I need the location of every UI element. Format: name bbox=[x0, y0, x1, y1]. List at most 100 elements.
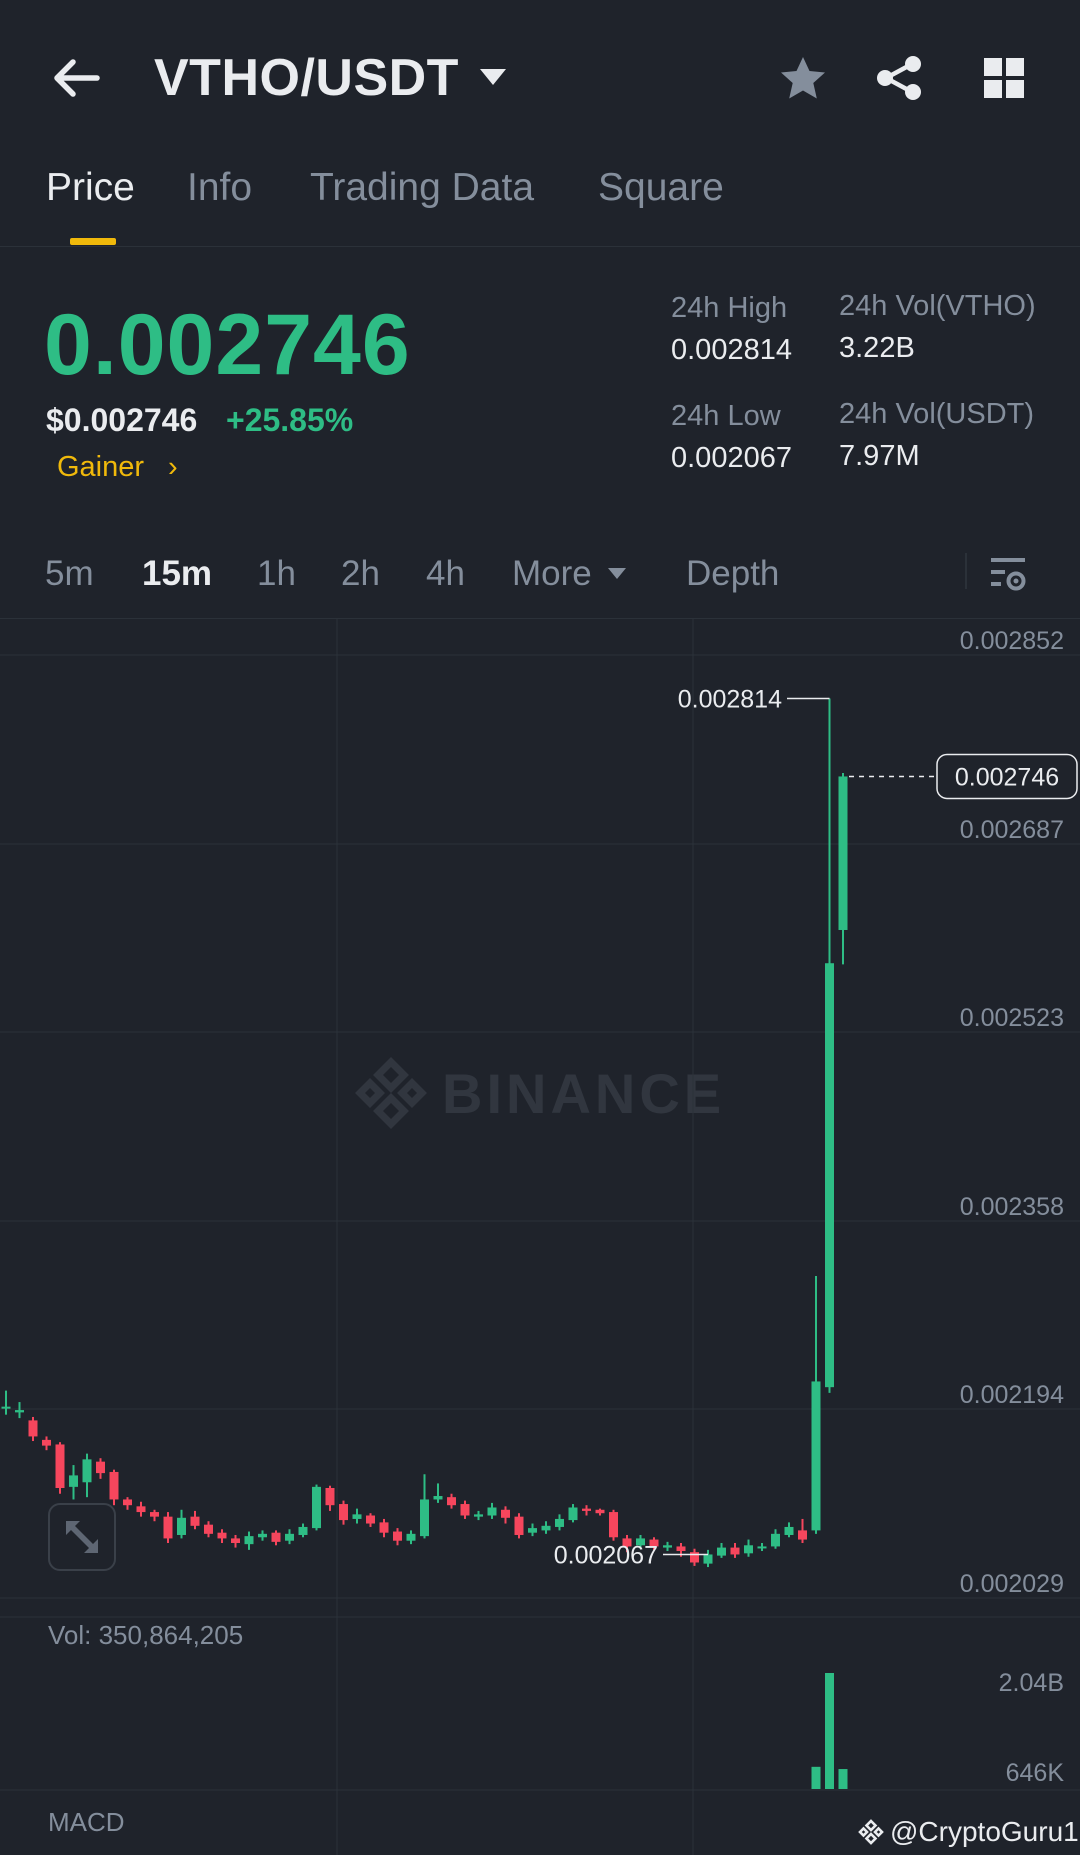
binance-logo-icon bbox=[355, 1057, 427, 1129]
candle-body bbox=[622, 1538, 632, 1547]
fullscreen-button[interactable] bbox=[48, 1503, 116, 1571]
candle-body bbox=[744, 1545, 753, 1554]
share-icon[interactable] bbox=[874, 54, 924, 102]
chart-settings-icon[interactable] bbox=[988, 554, 1028, 594]
chevron-right-icon[interactable]: › bbox=[168, 451, 178, 483]
tab-price[interactable]: Price bbox=[46, 166, 135, 209]
candle-body bbox=[703, 1554, 713, 1564]
candle-body bbox=[298, 1526, 308, 1535]
candle-body bbox=[433, 1496, 443, 1500]
candle-body bbox=[609, 1512, 618, 1538]
candle-body bbox=[636, 1538, 645, 1546]
candle-body bbox=[28, 1420, 38, 1437]
interval-1h[interactable]: 1h bbox=[257, 554, 296, 593]
quote-volume-value: 7.97M bbox=[839, 440, 920, 472]
interval-2h[interactable]: 2h bbox=[341, 554, 380, 593]
candle-body bbox=[420, 1499, 429, 1537]
candle-body bbox=[474, 1514, 483, 1517]
candle-body bbox=[204, 1524, 213, 1534]
candle-body bbox=[96, 1461, 105, 1474]
candle-body bbox=[379, 1522, 389, 1533]
candle-body bbox=[69, 1475, 78, 1487]
back-arrow-icon[interactable] bbox=[48, 56, 104, 100]
more-caret-down-icon[interactable] bbox=[606, 566, 628, 582]
candle-body bbox=[55, 1444, 65, 1489]
candle-body bbox=[541, 1525, 551, 1531]
candle-body bbox=[136, 1506, 146, 1513]
candle-body bbox=[528, 1528, 537, 1533]
chart-top-divider bbox=[0, 618, 1080, 619]
candle-body bbox=[271, 1532, 281, 1542]
candle-body bbox=[595, 1509, 605, 1514]
low-label: 24h Low bbox=[671, 400, 781, 432]
candle-body bbox=[460, 1504, 470, 1516]
volume-bar bbox=[838, 1769, 848, 1789]
current-price-label: 0.002746 bbox=[955, 763, 1059, 791]
candle-body bbox=[730, 1547, 740, 1555]
candle-body bbox=[811, 1381, 821, 1531]
candle-body bbox=[514, 1516, 524, 1535]
expand-icon bbox=[66, 1521, 98, 1553]
candle-body bbox=[15, 1410, 24, 1413]
candle-body bbox=[109, 1471, 119, 1500]
volume-bar bbox=[811, 1766, 821, 1789]
base-volume-value: 3.22B bbox=[839, 332, 915, 364]
interval-4h[interactable]: 4h bbox=[426, 554, 465, 593]
candle-body bbox=[339, 1504, 348, 1521]
high-label: 24h High bbox=[671, 292, 788, 324]
grid-icon[interactable] bbox=[982, 56, 1026, 100]
top-bar: VTHO/USDT bbox=[0, 0, 1080, 150]
candle-body bbox=[258, 1533, 267, 1538]
candle-body bbox=[150, 1512, 159, 1517]
price-tick-label: 0.002029 bbox=[960, 1570, 1064, 1598]
candle-body bbox=[663, 1545, 672, 1548]
interval-5m[interactable]: 5m bbox=[45, 554, 94, 593]
usd-price: $0.002746 bbox=[46, 402, 198, 438]
candle-body bbox=[757, 1546, 767, 1549]
candle-body bbox=[123, 1499, 132, 1506]
interval-more[interactable]: More bbox=[512, 554, 592, 593]
candlestick-chart[interactable]: 0.002852 0.002687 0.002523 0.002358 0.002194… bbox=[0, 619, 1080, 1855]
candle-body bbox=[190, 1516, 200, 1526]
current-price-box bbox=[936, 753, 1078, 800]
interval-15m[interactable]: 15m bbox=[142, 554, 213, 593]
candle-body bbox=[177, 1517, 186, 1535]
gainer-badge[interactable]: Gainer bbox=[57, 451, 145, 483]
candle-body bbox=[838, 776, 848, 930]
candle-body bbox=[825, 963, 834, 1388]
last-price: 0.002746 bbox=[44, 297, 411, 393]
price-tick-label: 0.002194 bbox=[960, 1381, 1064, 1409]
candle-body bbox=[312, 1486, 321, 1529]
candle-body bbox=[406, 1533, 416, 1541]
candle-body bbox=[717, 1547, 726, 1556]
price-change-percent: +25.85% bbox=[226, 402, 354, 438]
price-axis: 0.002852 0.002687 0.002523 0.002358 0.002194… bbox=[960, 627, 1065, 1787]
high-value: 0.002814 bbox=[671, 334, 792, 366]
price-tick-label: 0.002687 bbox=[960, 816, 1064, 844]
tab-trading-data[interactable]: Trading Data bbox=[310, 166, 535, 209]
volume-tick-label: 2.04B bbox=[999, 1669, 1064, 1697]
star-icon[interactable] bbox=[778, 54, 828, 102]
caret-down-icon[interactable] bbox=[478, 66, 508, 88]
volume-indicator-label: Vol: 350,864,205 bbox=[48, 1620, 244, 1650]
low-marker-label: 0.002067 bbox=[554, 1541, 658, 1569]
candle-body bbox=[568, 1507, 578, 1521]
tab-info[interactable]: Info bbox=[187, 166, 253, 209]
candle-body bbox=[582, 1508, 591, 1511]
credit-text: @CryptoGuru12 bbox=[890, 1816, 1080, 1847]
author-credit: @CryptoGuru12 bbox=[858, 1816, 1080, 1848]
pair-title[interactable]: VTHO/USDT bbox=[154, 49, 459, 107]
candle-body bbox=[82, 1459, 92, 1483]
watermark-text: BINANCE bbox=[442, 1061, 726, 1125]
candle-body bbox=[352, 1514, 362, 1519]
depth-tab[interactable]: Depth bbox=[686, 554, 780, 593]
binance-small-logo-icon bbox=[858, 1819, 884, 1845]
candle-body bbox=[676, 1546, 686, 1552]
price-tick-label: 0.002358 bbox=[960, 1193, 1064, 1221]
candles bbox=[1, 698, 848, 1568]
candle-body bbox=[42, 1439, 51, 1446]
quote-volume-label: 24h Vol(USDT) bbox=[839, 398, 1035, 430]
tab-square[interactable]: Square bbox=[598, 166, 724, 209]
candle-body bbox=[1, 1406, 11, 1409]
binance-watermark: BINANCE bbox=[354, 1056, 725, 1130]
